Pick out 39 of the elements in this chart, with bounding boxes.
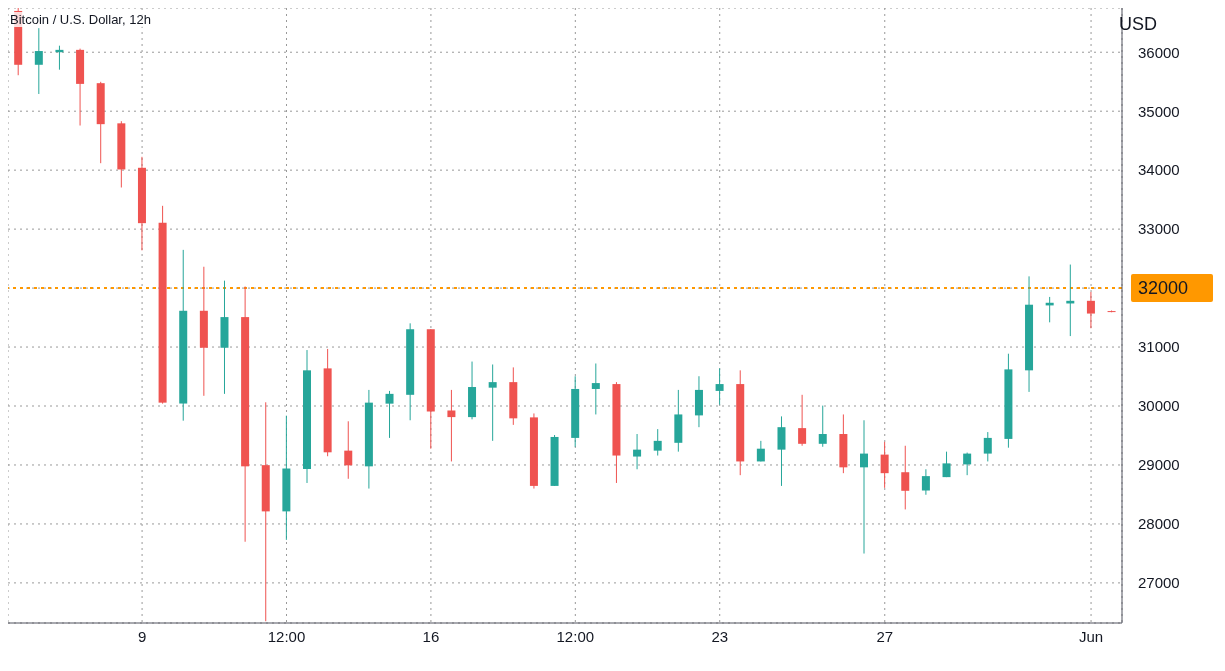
y-tick-label: 29000: [1138, 456, 1180, 474]
candlestick: [901, 445, 910, 510]
y-tick-label: 33000: [1138, 220, 1180, 238]
x-tick-label: Jun: [1078, 627, 1104, 645]
candlestick: [591, 363, 600, 415]
candlestick: [447, 389, 456, 462]
y-tick-label: 31000: [1138, 338, 1180, 356]
y-tick-label: 32000: [1138, 278, 1189, 299]
candlestick: [818, 405, 827, 448]
chart-title: Bitcoin / U.S. Dollar, 12h: [10, 12, 151, 27]
x-tick-label: 27: [876, 627, 894, 645]
candlestick: [880, 441, 889, 489]
y-tick-label: 28000: [1138, 515, 1180, 533]
candlestick: [385, 390, 394, 439]
candlestick: [860, 419, 868, 555]
candlestick: [34, 27, 43, 95]
y-tick-label: 36000: [1138, 43, 1180, 61]
x-tick-label: 23: [711, 627, 729, 645]
candlestick: [963, 452, 972, 476]
x-tick-label: 9: [137, 627, 147, 645]
candlestick: [983, 431, 992, 462]
candlestick: [798, 394, 807, 447]
candlestick: [653, 428, 662, 457]
y-tick-label: 34000: [1138, 161, 1180, 179]
candlestick: [942, 451, 951, 478]
candlestick: [1086, 291, 1095, 329]
candlestick: [633, 433, 642, 470]
x-tick-label: 12:00: [267, 627, 306, 645]
y-tick-label: 30000: [1138, 397, 1180, 415]
y-tick-label: 27000: [1138, 574, 1180, 592]
candlestick: [488, 364, 497, 442]
x-tick-label: 12:00: [556, 627, 595, 645]
y-tick-label: 35000: [1138, 102, 1180, 120]
candlestick: [715, 367, 724, 406]
x-tick-label: 16: [422, 627, 440, 645]
y-axis-title: USD: [1118, 14, 1157, 35]
candlestick: [344, 420, 353, 480]
candlestick: [921, 468, 930, 496]
candlestick: [777, 415, 786, 487]
